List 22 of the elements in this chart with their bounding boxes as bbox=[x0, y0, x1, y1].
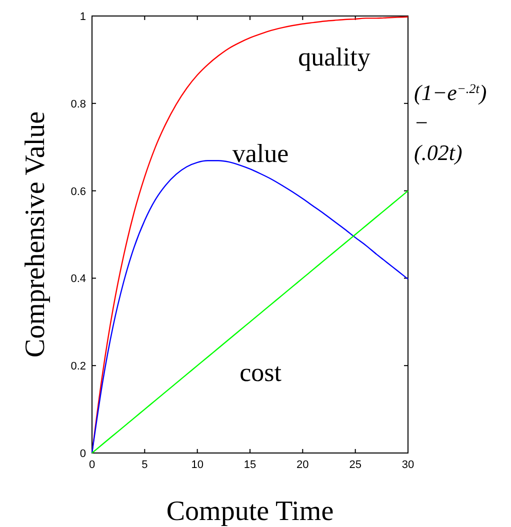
y-tick-label: 0.2 bbox=[70, 360, 86, 373]
y-tick-label: 1 bbox=[80, 11, 86, 23]
series-label: quality bbox=[298, 42, 370, 72]
y-tick-label: 0.8 bbox=[70, 98, 86, 110]
x-tick-label: 30 bbox=[402, 459, 414, 471]
text: (.02t) bbox=[414, 140, 462, 165]
y-tick-label: 0.4 bbox=[70, 273, 86, 286]
series-label: cost bbox=[240, 358, 282, 388]
x-tick-label: 0 bbox=[88, 459, 96, 471]
series-label: value bbox=[232, 138, 289, 168]
y-tick-label: 0 bbox=[80, 448, 86, 460]
y-tick-label: 0.6 bbox=[70, 186, 86, 198]
line-series bbox=[91, 16, 409, 454]
y-axis-title: Comprehensive Value bbox=[20, 112, 51, 358]
x-tick-label: 15 bbox=[244, 459, 256, 471]
x-tick-label: 25 bbox=[349, 459, 362, 471]
x-tick-label: 5 bbox=[142, 459, 148, 471]
text: − bbox=[414, 110, 429, 135]
x-axis-title: Compute Time bbox=[166, 496, 334, 527]
x-tick-label: 20 bbox=[296, 459, 309, 471]
text: (1−e$^{−.2t}$) bbox=[414, 80, 487, 105]
x-tick-label: 10 bbox=[191, 459, 204, 471]
